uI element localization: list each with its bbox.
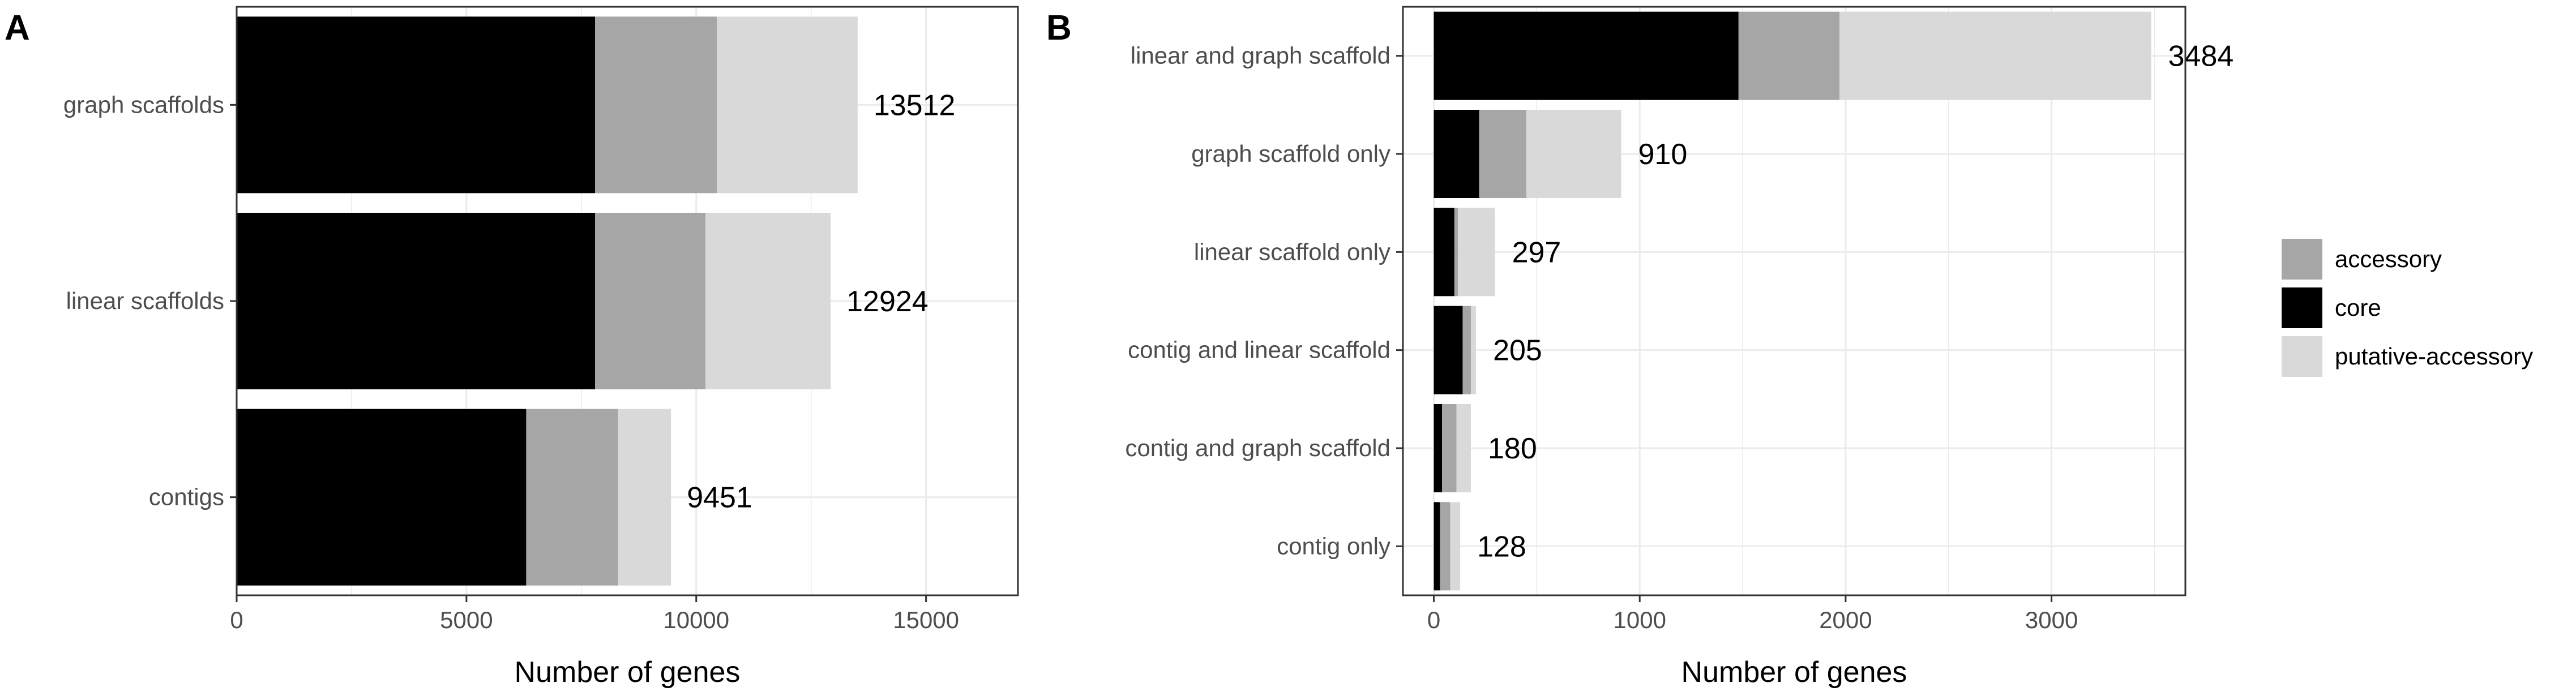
y-tick-label: linear and graph scaffold bbox=[1131, 42, 1390, 69]
bar-segment-accessory bbox=[595, 213, 705, 389]
bar-segment-putative-accessory bbox=[717, 16, 858, 194]
panel-b-x-axis-title: Number of genes bbox=[1681, 656, 1907, 689]
legend-swatch-putative-accessory bbox=[2282, 336, 2322, 377]
x-tick-label: 2000 bbox=[1819, 607, 1872, 633]
bar-segment-putative-accessory bbox=[1526, 110, 1621, 198]
x-tick-label: 3000 bbox=[2025, 607, 2078, 633]
y-tick-label: graph scaffolds bbox=[63, 91, 224, 118]
bar-segment-accessory bbox=[1738, 11, 1840, 100]
panel-a-bars: 9451 12924 13512 bbox=[237, 16, 956, 586]
bar-segment-core bbox=[237, 409, 527, 586]
bar-segment-accessory bbox=[595, 16, 717, 194]
panel-a-x-axis-title: Number of genes bbox=[515, 656, 741, 689]
y-tick-label: contig and linear scaffold bbox=[1128, 337, 1390, 363]
bar-segment-putative-accessory bbox=[1456, 404, 1471, 492]
panel-a: A 9451 12924 13512 contigs linear scaffolds… bbox=[5, 6, 1019, 689]
bar-segment-accessory bbox=[1454, 208, 1458, 297]
panel-b-letter: B bbox=[1046, 8, 1072, 48]
panel-b-y-ticks: contig only contig and graph scaffold cont… bbox=[1125, 42, 1403, 559]
x-tick-label: 15000 bbox=[893, 607, 959, 633]
y-tick-label: contig and graph scaffold bbox=[1125, 435, 1390, 461]
panel-a-x-ticks: 0 5000 10000 15000 bbox=[230, 595, 959, 633]
y-tick-label: linear scaffold only bbox=[1194, 238, 1390, 265]
bar-segment-putative-accessory bbox=[1471, 306, 1477, 394]
panel-a-letter: A bbox=[5, 8, 30, 48]
panel-b-x-ticks: 0 1000 2000 3000 bbox=[1427, 595, 2078, 633]
bar-segment-putative-accessory bbox=[1458, 208, 1495, 297]
bar-segment-putative-accessory bbox=[1450, 502, 1461, 591]
legend-label: core bbox=[2335, 294, 2381, 321]
x-tick-label: 10000 bbox=[663, 607, 729, 633]
legend-label: accessory bbox=[2335, 246, 2442, 272]
bar-segment-accessory bbox=[1462, 306, 1471, 394]
bar-segment-accessory bbox=[1440, 502, 1450, 591]
y-tick-label: linear scaffolds bbox=[66, 287, 224, 314]
bar-segment-core bbox=[1434, 306, 1463, 394]
bar-segment-core bbox=[1434, 404, 1443, 492]
bar-total-label: 205 bbox=[1493, 334, 1542, 367]
bar-total-label: 297 bbox=[1512, 236, 1561, 269]
x-tick-label: 0 bbox=[1427, 607, 1440, 633]
legend: accessory core putative-accessory bbox=[2282, 239, 2533, 377]
bar-segment-core bbox=[1434, 208, 1454, 297]
y-tick-label: graph scaffold only bbox=[1191, 140, 1390, 167]
panel-b-border bbox=[1402, 6, 2186, 596]
bar-total-label: 910 bbox=[1638, 138, 1688, 171]
bar-segment-core bbox=[237, 16, 596, 194]
bar-total-label: 12924 bbox=[846, 285, 928, 318]
legend-swatch-core bbox=[2282, 287, 2322, 328]
bar-segment-putative-accessory bbox=[618, 409, 671, 586]
bar-total-label: 128 bbox=[1477, 530, 1526, 563]
y-tick-label: contigs bbox=[149, 484, 224, 510]
x-tick-label: 0 bbox=[230, 607, 243, 633]
bar-total-label: 13512 bbox=[874, 89, 956, 122]
legend-label: putative-accessory bbox=[2335, 343, 2533, 370]
bar-total-label: 9451 bbox=[687, 482, 752, 514]
bar-segment-accessory bbox=[1479, 110, 1527, 198]
panel-b-bars: 128 180 205 297 910 3484 bbox=[1434, 11, 2234, 591]
bar-segment-core bbox=[1434, 11, 1739, 100]
bar-segment-putative-accessory bbox=[705, 213, 831, 389]
bar-segment-core bbox=[1434, 502, 1440, 591]
bar-segment-putative-accessory bbox=[1839, 11, 2151, 100]
bar-segment-core bbox=[1434, 110, 1479, 198]
bar-total-label: 180 bbox=[1488, 432, 1537, 465]
bar-total-label: 3484 bbox=[2168, 40, 2234, 73]
legend-swatch-accessory bbox=[2282, 239, 2322, 280]
x-tick-label: 1000 bbox=[1614, 607, 1666, 633]
bar-segment-core bbox=[237, 213, 596, 389]
bar-segment-accessory bbox=[526, 409, 618, 586]
y-tick-label: contig only bbox=[1277, 532, 1390, 559]
x-tick-label: 5000 bbox=[440, 607, 493, 633]
panel-a-y-ticks: contigs linear scaffolds graph scaffolds bbox=[63, 91, 237, 510]
bar-segment-accessory bbox=[1442, 404, 1457, 492]
